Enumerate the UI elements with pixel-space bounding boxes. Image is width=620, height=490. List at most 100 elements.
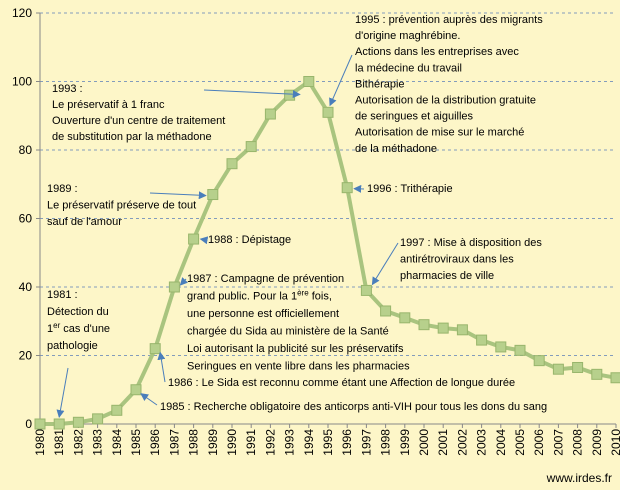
x-tick-label: 2000 [417,429,431,456]
annotation-arrow [329,54,353,107]
x-tick-label: 1990 [225,429,239,456]
y-axis-ticks: 0 20 40 60 80 100 120 [12,6,40,431]
annotation-text: 1er cas d'une [47,321,110,335]
x-tick-label: 2001 [436,429,450,456]
x-axis-ticks: 1980 1981 1982 1983 1984 1985 1986 1987 1988 1989… [33,424,620,456]
data-point [168,281,180,293]
annotation-text: une personne est officiellement [187,308,339,320]
annotation-text: Autorisation de la distribution gratuite [355,95,536,107]
annotation-text: Seringues en vente libre dans les pharma… [187,361,410,373]
x-tick-label: 2006 [532,429,546,456]
annotations: 1981 : Détection du 1er cas d'une pathologi… [47,14,547,413]
x-tick-label: 1986 [148,429,162,456]
x-tick-label: 2007 [551,429,565,456]
x-tick-label: 1995 [321,429,335,456]
annotation-text: Détection du [47,306,109,318]
annotation-text: 1995 : prévention auprès des migrants [355,14,543,26]
annotation-text: pathologie [47,340,98,352]
x-tick-label: 1985 [129,429,143,456]
annotation-arrow [149,191,207,200]
x-tick-label: 1980 [33,429,47,456]
x-tick-label: 1989 [206,429,220,456]
annotation-arrow [157,351,166,383]
annotation-text: d'origine maghrébine. [355,30,460,42]
data-point [591,368,603,380]
x-tick-label: 2004 [494,429,508,456]
annotation-text: 1981 : [47,289,78,301]
data-point [245,141,257,153]
series [34,76,620,430]
data-point [111,404,123,416]
annotation-arrow [203,89,301,99]
annotation-text: Le préservatif préserve de tout [47,200,196,212]
data-point [264,108,276,120]
x-tick-label: 1994 [302,429,316,456]
annotation-text: 1985 : Recherche obligatoire des anticor… [160,401,547,413]
data-point [552,363,564,375]
x-tick-label: 1998 [379,429,393,456]
x-tick-label: 2005 [513,429,527,456]
data-point [303,76,315,87]
y-tick-label: 80 [19,143,33,157]
data-point [188,233,200,245]
data-point [341,182,353,194]
data-point [495,341,507,353]
annotation-text: 1988 : Dépistage [208,234,291,246]
x-tick-label: 2009 [590,429,604,456]
data-point [34,418,46,430]
x-tick-label: 1993 [283,429,297,456]
annotation-arrow [56,367,69,418]
annotation-text: antirétroviraux dans les [400,254,514,266]
data-point [72,416,84,428]
data-point [284,89,296,101]
annotation-text: 1989 : [47,183,78,195]
x-tick-label: 1988 [187,429,201,456]
annotation-text: de la méthadone [355,143,437,155]
x-tick-label: 1983 [91,429,105,456]
x-tick-label: 1982 [71,429,85,456]
annotation-arrow [199,236,209,245]
x-tick-label: 2002 [455,429,469,456]
annotation-text: 1993 : [52,83,83,95]
annotation-text: grand public. Pour la 1ère fois, [187,289,332,303]
x-tick-label: 1981 [52,429,66,456]
data-point [610,372,620,384]
x-tick-label: 1996 [340,429,354,456]
annotation-text: Loi autorisant la publicité sur les prés… [187,343,404,355]
annotation-text: chargée du Sida au ministère de la Santé [187,326,389,338]
data-point [418,319,430,331]
annotation-arrows [56,54,399,418]
data-point [514,344,526,356]
data-point [476,334,488,346]
source-label: www.irdes.fr [546,471,612,485]
x-tick-label: 2008 [571,429,585,456]
data-point [149,343,161,355]
gridlines [40,12,616,356]
annotation-text: 1986 : Le Sida est reconnu comme étant u… [168,377,515,389]
data-point [456,324,468,336]
annotation-arrow [179,277,189,286]
annotation-text: 1996 : Trithérapie [367,183,453,195]
annotation-text: 1997 : Mise à disposition des [400,237,542,249]
annotation-text: pharmacies de ville [400,270,494,282]
annotation-text: Autorisation de mise sur le marché [355,127,524,139]
data-point [380,305,392,317]
x-tick-label: 1991 [244,429,258,456]
annotation-text: Actions dans les entreprises avec [355,46,519,58]
annotation-text: Le préservatif à 1 franc [52,99,165,111]
data-point [572,361,584,373]
annotation-text: de seringues et aiguilles [355,111,474,123]
annotation-arrow [371,242,399,286]
x-tick-label: 1997 [359,429,373,456]
x-tick-label: 2003 [475,429,489,456]
y-tick-label: 120 [12,6,32,20]
annotation-text: Bithérapie [355,78,405,90]
data-point [437,322,449,334]
data-point [533,355,545,367]
annotation-text: 1987 : Campagne de prévention [187,273,344,285]
x-tick-label: 2010 [609,429,620,456]
annotation-text: Ouverture d'un centre de traitement [52,115,225,127]
annotation-arrow [140,393,158,406]
data-point [92,413,104,425]
